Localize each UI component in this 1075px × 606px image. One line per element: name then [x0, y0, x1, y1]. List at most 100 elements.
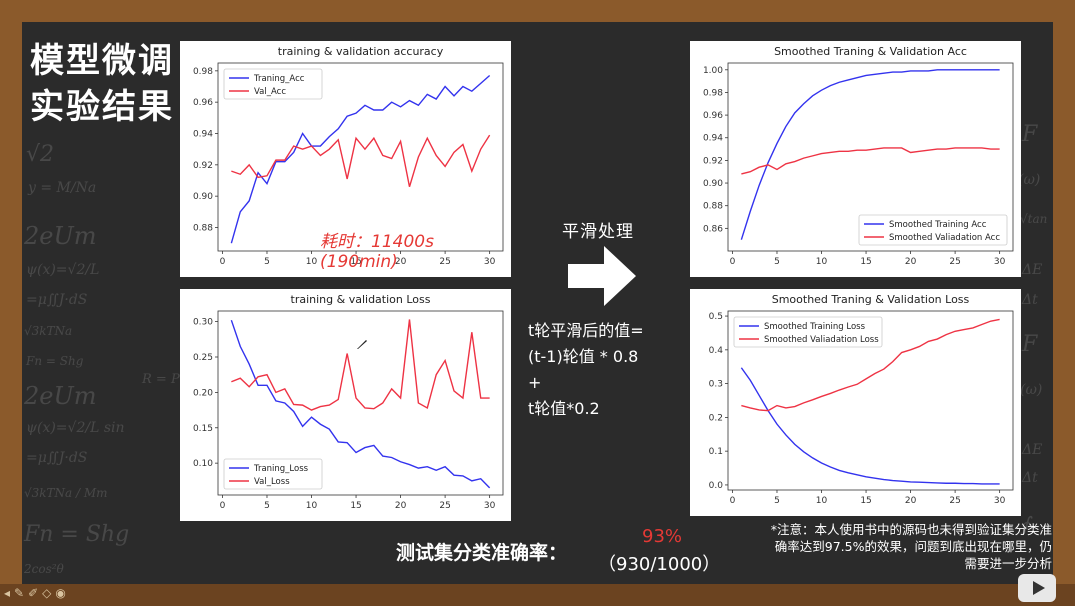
x-tick-label: 5	[774, 257, 780, 267]
y-tick-label: 0.20	[193, 388, 213, 398]
series-line-1	[741, 318, 1000, 412]
accuracy-chart-panel: training & validation accuracy 0.88 0.90 0.…	[180, 41, 511, 277]
formula-line-4: t轮值*0.2	[528, 399, 600, 418]
smoothed-loss-chart-panel: Smoothed Traning & Validation Loss 0.0 0.1…	[690, 289, 1021, 516]
x-tick-label: 20	[905, 496, 917, 506]
x-tick-label: 10	[816, 496, 828, 506]
eraser-icon[interactable]: ◇	[42, 586, 56, 600]
pointer-icon[interactable]: ◉	[55, 586, 70, 600]
legend-box	[858, 214, 1008, 246]
x-tick-label: 25	[949, 496, 960, 506]
x-tick-label: 5	[264, 257, 270, 267]
loss-chart-panel: training & validation Loss 0.10 0.15 0.20 0.…	[180, 289, 511, 521]
x-tick-label: 5	[774, 496, 780, 506]
x-tick-label: 15	[350, 257, 361, 267]
x-tick-label: 0	[220, 257, 226, 267]
highlighter-icon[interactable]: ✐	[28, 586, 43, 600]
title-line-1: 模型微调	[30, 41, 174, 81]
y-tick-label: 0.98	[703, 88, 723, 98]
chart-title: training & validation Loss	[291, 293, 431, 306]
y-tick-label: 0.25	[193, 353, 213, 363]
toolbar-icons: ◂✎✐◇◉	[4, 586, 70, 600]
y-tick-label: 0.96	[703, 111, 723, 121]
y-tick-label: 0.86	[703, 224, 723, 234]
x-tick-label: 30	[994, 496, 1006, 506]
smoothed-loss-chart: Smoothed Traning & Validation Loss 0.0 0.1…	[709, 293, 1014, 506]
note-text: *注意：本人使用书中的源码也未得到验证集分类准确率达到97.5%的效果，问题到底…	[770, 522, 1052, 571]
legend-label: Smoothed Training Loss	[764, 322, 866, 332]
x-tick-label: 20	[395, 257, 407, 267]
series-line-0	[230, 319, 491, 489]
y-tick-label: 0.92	[703, 156, 723, 166]
chart-title: Smoothed Traning & Validation Acc	[774, 45, 967, 58]
plot-frame	[217, 310, 504, 496]
x-tick-label: 0	[220, 501, 226, 511]
x-tick-label: 30	[994, 257, 1006, 267]
y-tick-label: 0.30	[193, 318, 213, 328]
x-tick-label: 10	[306, 257, 318, 267]
chart-title: training & validation accuracy	[278, 45, 444, 58]
legend-box	[733, 316, 883, 348]
x-tick-label: 25	[949, 257, 960, 267]
x-tick-label: 15	[860, 496, 871, 506]
plot-frame	[727, 310, 1014, 491]
y-tick-label: 0.94	[193, 130, 213, 140]
legend-label: Traning_Loss	[253, 464, 309, 474]
smoothed-acc-chart: Smoothed Traning & Validation Acc 0.86 0.8…	[703, 45, 1014, 267]
x-tick-label: 10	[816, 257, 828, 267]
smoothing-formula: t轮平滑后的值= (t-1)轮值 * 0.8 + t轮值*0.2	[528, 318, 644, 422]
x-tick-label: 20	[395, 501, 407, 511]
test-accuracy-label: 测试集分类准确率：	[396, 542, 568, 564]
x-tick-label: 25	[439, 257, 450, 267]
test-accuracy-detail: （930/1000）	[598, 554, 721, 575]
y-tick-label: 0.90	[703, 179, 723, 189]
x-tick-label: 20	[905, 257, 917, 267]
x-tick-label: 15	[350, 501, 361, 511]
y-tick-label: 0.94	[703, 134, 723, 144]
test-accuracy-value: 93%	[642, 526, 683, 547]
y-tick-label: 0.15	[193, 424, 213, 434]
formula-line-2: (t-1)轮值 * 0.8	[528, 347, 639, 366]
prev-icon[interactable]: ◂	[4, 586, 15, 600]
y-tick-label: 0.96	[193, 98, 213, 108]
series-line-1	[231, 134, 491, 187]
x-tick-label: 15	[860, 257, 871, 267]
legend-label: Smoothed Training Acc	[889, 220, 987, 230]
x-tick-label: 0	[730, 257, 736, 267]
chart-title: Smoothed Traning & Validation Loss	[772, 293, 970, 306]
y-tick-label: 0.1	[709, 447, 723, 457]
loss-chart: training & validation Loss 0.10 0.15 0.20 0.…	[193, 293, 504, 511]
y-tick-label: 0.4	[709, 346, 724, 356]
legend-label: Traning_Acc	[253, 74, 305, 84]
legend-label: Smoothed Valiadation Loss	[764, 335, 879, 345]
pen-icon[interactable]: ✎	[14, 586, 29, 600]
y-tick-label: 0.88	[703, 202, 723, 212]
legend-label: Val_Acc	[254, 87, 286, 97]
time-note: 耗时：11400s (190min)	[320, 232, 434, 272]
formula-line-3: +	[528, 373, 542, 392]
series-line-0	[230, 75, 491, 244]
series-line-0	[740, 367, 1000, 485]
x-tick-label: 30	[484, 257, 496, 267]
y-tick-label: 0.5	[709, 312, 723, 322]
legend-label: Val_Loss	[254, 477, 290, 487]
pen-cursor-icon	[357, 340, 367, 349]
accuracy-chart: training & validation accuracy 0.88 0.90 0.…	[193, 45, 504, 267]
x-tick-label: 0	[730, 496, 736, 506]
bottom-toolbar	[0, 584, 1075, 606]
smoothed-acc-chart-panel: Smoothed Traning & Validation Acc 0.86 0.8…	[690, 41, 1021, 277]
formula-line-1: t轮平滑后的值=	[528, 321, 644, 340]
title-line-2: 实验结果	[30, 87, 174, 127]
y-tick-label: 0.88	[193, 224, 213, 234]
series-line-1	[231, 319, 490, 411]
x-tick-label: 30	[484, 501, 496, 511]
y-tick-label: 0.10	[193, 459, 213, 469]
play-icon[interactable]	[1018, 574, 1056, 602]
right-arrow-icon	[568, 246, 636, 306]
series-line-0	[740, 69, 1000, 240]
y-tick-label: 1.00	[703, 66, 723, 76]
y-tick-label: 0.90	[193, 192, 213, 202]
plot-frame	[217, 62, 504, 252]
x-tick-label: 25	[439, 501, 450, 511]
y-tick-label: 0.2	[709, 413, 723, 423]
